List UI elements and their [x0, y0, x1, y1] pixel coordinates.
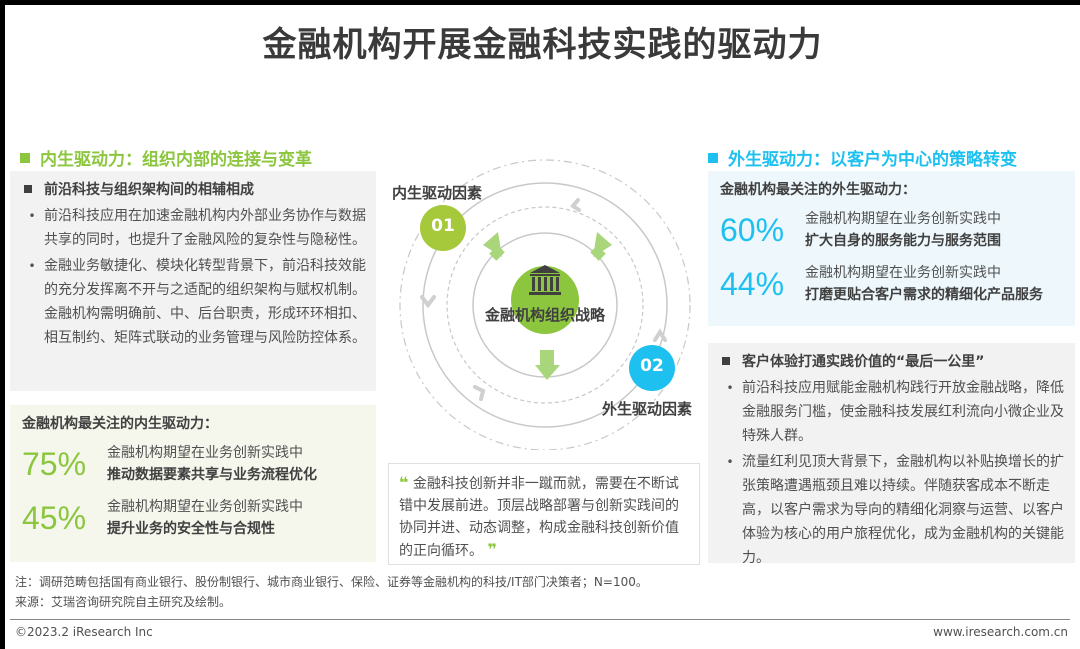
stat-line2: 打磨更贴合客户需求的精细化产品服务 — [805, 287, 1043, 303]
list-item: • 前沿科技应用在加速金融机构内外部业务协作与数据共享的同时，也提升了金融风险的… — [20, 204, 366, 252]
stat-value: 60% — [720, 211, 785, 248]
website-link[interactable]: www.iresearch.com.cn — [933, 625, 1068, 639]
bullet-dot-icon: • — [726, 381, 734, 395]
square-bullet-icon — [20, 152, 30, 163]
bullet-dot-icon: • — [726, 455, 734, 469]
stat-row: 60% 金融机构期望在业务创新实践中 扩大自身的服务能力与服务范围 — [720, 203, 1063, 257]
slide: 金融机构开展金融科技实践的驱动力 内生驱动力：组织内部的连接与变革 前沿科技与组… — [5, 5, 1080, 649]
box-heading: 前沿科技与组织架构间的相辅相成 — [20, 179, 366, 199]
core-circle — [511, 266, 579, 334]
concentric-rings-graphic — [399, 159, 691, 451]
footnote: 注：调研范畴包括国有商业银行、股份制银行、城市商业银行、保险、证券等金融机构的科… — [15, 575, 648, 589]
internal-driver-heading: 内生驱动力：组织内部的连接与变革 — [20, 145, 312, 170]
heading-text: 内生驱动力：组织内部的连接与变革 — [40, 150, 312, 170]
quote-box: ❝ 金融科技创新并非一蹴而就，需要在不断试错中发展前进。顶层战略部署与创新实践间… — [388, 463, 700, 565]
stat-line1: 金融机构期望在业务创新实践中 — [107, 499, 303, 515]
bullet-text: 金融业务敏捷化、模块化转型背景下，前沿科技效能的充分发挥离不开与之适配的组织架构… — [44, 258, 366, 346]
core-strategy-label: 金融机构组织战略 — [484, 306, 605, 324]
bullet-text: 前沿科技应用在加速金融机构内外部业务协作与数据共享的同时，也提升了金融风险的复杂… — [44, 208, 366, 248]
badge-01: 01 — [431, 216, 455, 236]
stat-line2: 推动数据要素共享与业务流程优化 — [107, 467, 317, 483]
stat-row: 45% 金融机构期望在业务创新实践中 提升业务的安全性与合规性 — [22, 491, 364, 545]
stat-value: 45% — [22, 499, 87, 536]
bullet-text: 前沿科技应用赋能金融机构践行开放金融战略，降低金融服务门槛，使金融科技发展红利流… — [742, 380, 1064, 444]
stat-row: 44% 金融机构期望在业务创新实践中 打磨更贴合客户需求的精细化产品服务 — [720, 257, 1063, 311]
badge-02: 02 — [640, 356, 664, 376]
box-heading-text: 客户体验打通实践价值的“最后一公里” — [742, 354, 985, 370]
stat-text: 金融机构期望在业务创新实践中 打磨更贴合客户需求的精细化产品服务 — [805, 262, 1043, 306]
heading-text: 外生驱动力：以客户为中心的策略转变 — [728, 150, 1017, 170]
list-item: • 流量红利见顶大背景下，金融机构以补贴换增长的扩张策略遭遇瓶颈且难以持续。伴随… — [718, 450, 1065, 570]
driver-cycle-diagram: 内生驱动因素 01 02 外生驱动因素 金融机构组织战略 — [380, 140, 710, 451]
copyright: ©2023.2 iResearch Inc — [15, 625, 153, 639]
box-heading-text: 前沿科技与组织架构间的相辅相成 — [44, 182, 254, 198]
footer-divider — [10, 619, 1070, 620]
page-title: 金融机构开展金融科技实践的驱动力 — [262, 25, 823, 65]
square-bullet-icon — [708, 152, 718, 163]
quote-text: 金融科技创新并非一蹴而就，需要在不断试错中发展前进。顶层战略部署与创新实践间的协… — [399, 476, 679, 559]
bullet-text: 流量红利见顶大背景下，金融机构以补贴换增长的扩张策略遭遇瓶颈且难以持续。伴随获客… — [742, 454, 1064, 566]
stat-row: 75% 金融机构期望在业务创新实践中 推动数据要素共享与业务流程优化 — [22, 437, 364, 491]
source-note: 来源：艾瑞咨询研究院自主研究及绘制。 — [15, 595, 232, 609]
internal-factor-label: 内生驱动因素 — [392, 184, 483, 202]
square-bullet-icon — [24, 185, 32, 193]
external-info-box: 客户体验打通实践价值的“最后一公里” • 前沿科技应用赋能金融机构践行开放金融战… — [708, 343, 1075, 566]
external-stats-box: 金融机构最关注的外生驱动力： 60% 金融机构期望在业务创新实践中 扩大自身的服… — [708, 171, 1075, 326]
external-factor-label: 外生驱动因素 — [602, 400, 693, 418]
stat-line2: 提升业务的安全性与合规性 — [107, 521, 275, 537]
external-driver-heading: 外生驱动力：以客户为中心的策略转变 — [708, 145, 1017, 170]
bank-icon — [529, 265, 561, 295]
list-item: • 金融业务敏捷化、模块化转型背景下，前沿科技效能的充分发挥离不开与之适配的组织… — [20, 254, 366, 350]
internal-stats-box: 金融机构最关注的内生驱动力： 75% 金融机构期望在业务创新实践中 推动数据要素… — [10, 405, 376, 562]
stat-text: 金融机构期望在业务创新实践中 推动数据要素共享与业务流程优化 — [107, 442, 317, 486]
stats-title: 金融机构最关注的内生驱动力： — [22, 416, 218, 432]
stat-line1: 金融机构期望在业务创新实践中 — [107, 445, 303, 461]
bullet-dot-icon: • — [28, 259, 36, 273]
open-quote-icon: ❝ — [399, 473, 409, 492]
stat-text: 金融机构期望在业务创新实践中 提升业务的安全性与合规性 — [107, 496, 303, 540]
close-quote-icon: ❞ — [487, 540, 497, 559]
internal-info-box: 前沿科技与组织架构间的相辅相成 • 前沿科技应用在加速金融机构内外部业务协作与数… — [10, 171, 376, 391]
box-heading: 客户体验打通实践价值的“最后一公里” — [718, 351, 1065, 371]
list-item: • 前沿科技应用赋能金融机构践行开放金融战略，降低金融服务门槛，使金融科技发展红… — [718, 376, 1065, 448]
stat-value: 44% — [720, 265, 785, 302]
bullet-dot-icon: • — [28, 209, 36, 223]
square-bullet-icon — [722, 357, 730, 365]
stat-line1: 金融机构期望在业务创新实践中 — [805, 265, 1001, 281]
stat-line1: 金融机构期望在业务创新实践中 — [805, 211, 1001, 227]
stat-line2: 扩大自身的服务能力与服务范围 — [805, 233, 1001, 249]
stat-text: 金融机构期望在业务创新实践中 扩大自身的服务能力与服务范围 — [805, 208, 1001, 252]
stats-title: 金融机构最关注的外生驱动力： — [720, 182, 916, 198]
stat-value: 75% — [22, 445, 87, 482]
